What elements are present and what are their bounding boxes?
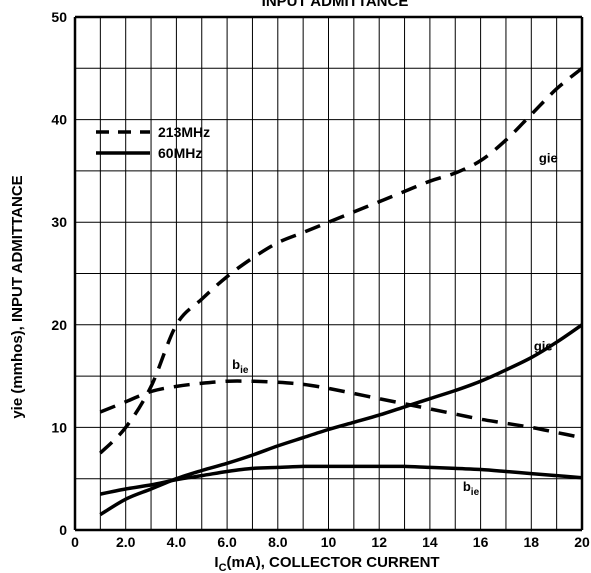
curve-label: bie xyxy=(232,357,249,376)
x-axis-label-main: I xyxy=(214,554,218,571)
x-tick-label: 6.0 xyxy=(217,534,237,550)
x-tick-label: 8.0 xyxy=(268,534,288,550)
y-tick-label: 30 xyxy=(51,214,67,230)
x-tick-label: 10 xyxy=(321,534,337,550)
annotations: gie gie bie bie xyxy=(232,151,558,498)
curve-213mhz-gie xyxy=(99,66,584,455)
legend-label-60mhz: 60MHz xyxy=(158,145,202,161)
y-axis-label: yie (mmhos), INPUT ADMITTANCE xyxy=(9,175,26,418)
y-tick-label: 0 xyxy=(59,522,67,538)
y-tick-labels: 0 10 20 30 40 50 xyxy=(51,9,67,538)
x-tick-label: 20 xyxy=(574,534,590,550)
curve-60mhz-gie xyxy=(99,323,583,517)
y-tick-label: 50 xyxy=(51,9,67,25)
x-tick-label: 2.0 xyxy=(116,534,136,550)
x-axis-label: IC(mA), COLLECTOR CURRENT xyxy=(214,554,439,573)
x-axis-label-rest: (mA), COLLECTOR CURRENT xyxy=(227,554,440,571)
x-tick-label: 16 xyxy=(473,534,489,550)
x-tick-label: 0 xyxy=(71,534,79,550)
y-tick-label: 20 xyxy=(51,317,67,333)
chart-title: INPUT ADMITTANCE xyxy=(262,0,409,10)
curve-label: gie xyxy=(534,338,553,353)
curves xyxy=(99,66,584,517)
x-tick-labels: 0 2.0 4.0 6.0 8.0 10 12 14 16 18 20 xyxy=(71,534,590,550)
x-axis-label-sub: C xyxy=(219,562,227,573)
x-tick-label: 18 xyxy=(524,534,540,550)
curve-label: gie xyxy=(539,151,558,166)
legend-label-213mhz: 213MHz xyxy=(158,124,210,140)
x-tick-label: 4.0 xyxy=(167,534,187,550)
curve-label: bie xyxy=(463,479,480,498)
curve-213mhz-bie xyxy=(99,379,583,440)
x-tick-label: 14 xyxy=(422,534,438,550)
legend: 213MHz 60MHz xyxy=(96,124,210,161)
curve-60mhz-bie xyxy=(99,464,583,496)
y-tick-label: 10 xyxy=(51,419,67,435)
y-tick-label: 40 xyxy=(51,112,67,128)
grid xyxy=(73,15,584,532)
x-tick-label: 12 xyxy=(371,534,387,550)
